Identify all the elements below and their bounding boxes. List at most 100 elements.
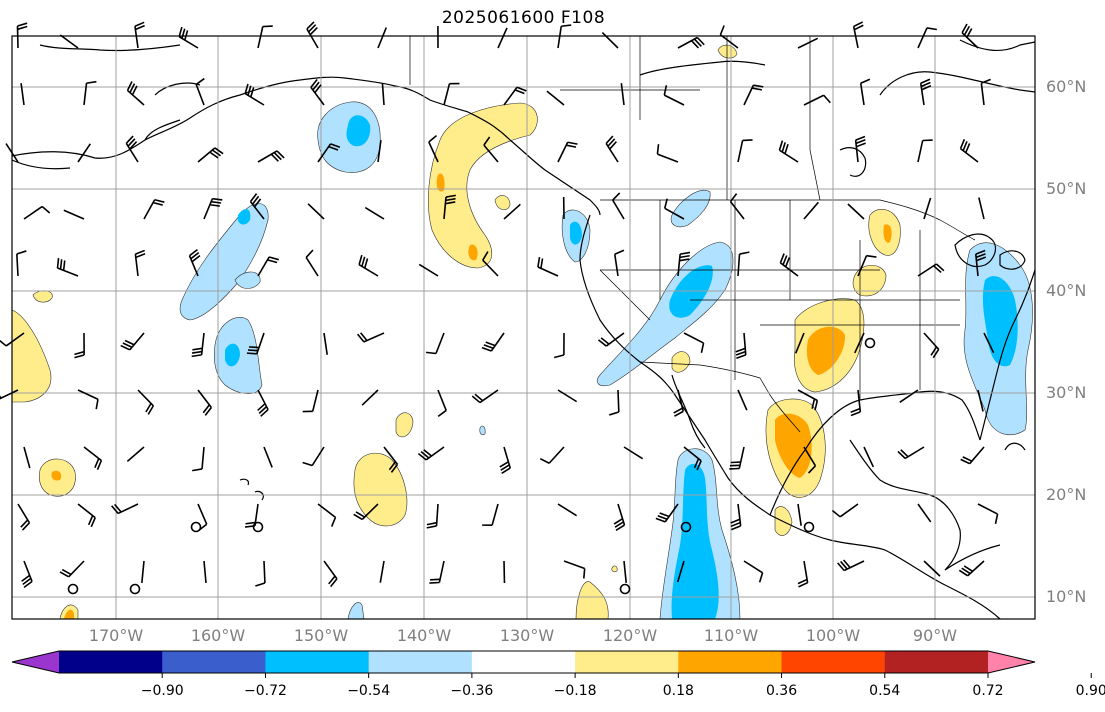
- coastline: [769, 390, 981, 516]
- wind-barb: [244, 83, 265, 106]
- calm-wind-circle: [67, 583, 79, 595]
- coastline: [239, 478, 250, 486]
- wind-barb: [735, 332, 747, 360]
- wind-barb: [302, 389, 319, 413]
- calm-wind-circle: [252, 521, 264, 533]
- field-blue-core: [346, 115, 371, 147]
- wind-barb: [178, 26, 199, 49]
- coastline-layer: [11, 39, 1036, 620]
- calm-wind-circle: [129, 583, 141, 595]
- wind-barb: [803, 446, 817, 474]
- colorbar-segment: [781, 651, 886, 673]
- field-blue-core: [669, 265, 713, 318]
- wind-barb: [203, 560, 207, 583]
- wind-barb: [797, 389, 819, 411]
- colorbar-tick-label: 0.18: [662, 683, 694, 699]
- wind-barb: [977, 389, 984, 412]
- wind-barb: [191, 332, 205, 358]
- wind-barb: [605, 135, 619, 163]
- wind-barb: [63, 209, 85, 220]
- wind-barb: [77, 143, 91, 163]
- wind-barb: [310, 79, 325, 106]
- longitude-label: 120°W: [602, 626, 658, 645]
- wind-barb: [794, 332, 805, 354]
- wind-barb: [246, 332, 265, 355]
- wind-barb: [56, 258, 79, 277]
- longitude-label: 160°W: [190, 626, 246, 645]
- wind-barb: [383, 446, 399, 473]
- wind-barb: [677, 251, 691, 277]
- wind-barb: [381, 82, 385, 106]
- wind-barb: [482, 503, 499, 527]
- wind-barb: [23, 446, 31, 469]
- country-border: [639, 361, 801, 433]
- lake-outline: [999, 250, 1026, 270]
- wind-barb: [137, 389, 155, 415]
- wind-barb: [425, 332, 445, 355]
- wind-barb: [663, 85, 685, 106]
- coastline: [254, 490, 264, 501]
- wind-barb: [546, 90, 565, 106]
- wind-barb: [471, 389, 499, 404]
- field-blue-region: [234, 271, 261, 289]
- wind-barb: [854, 332, 865, 354]
- longitude-label: 110°W: [703, 626, 759, 645]
- wind-barb: [59, 34, 79, 49]
- wind-barb: [83, 80, 97, 106]
- lake-outline: [954, 233, 997, 267]
- longitude-label: 90°W: [912, 626, 958, 645]
- colorbar-segment: [471, 651, 576, 673]
- wind-barb: [676, 560, 685, 583]
- wind-barb: [557, 503, 578, 517]
- wind-barb: [797, 37, 819, 49]
- wind-barb: [859, 78, 871, 106]
- coastline: [579, 214, 886, 551]
- wind-barb: [197, 389, 212, 416]
- map-title: 2025061600 F108: [441, 8, 606, 28]
- wind-barb: [428, 135, 439, 163]
- wind-barb: [111, 503, 139, 515]
- wind-barb: [620, 83, 625, 106]
- wind-barb: [192, 446, 205, 472]
- wind-barb: [358, 254, 379, 277]
- wind-barb: [305, 249, 319, 277]
- colorbar-tick-label: 0.72: [972, 683, 1004, 699]
- wind-barb: [673, 389, 684, 417]
- field-orange-core: [436, 173, 445, 192]
- wind-barb: [797, 560, 809, 588]
- wind-barb: [125, 135, 139, 163]
- wind-barb: [863, 446, 875, 468]
- state-border: [809, 36, 821, 201]
- wind-barb: [613, 503, 626, 532]
- coastline: [959, 39, 1036, 51]
- coastline: [639, 60, 766, 76]
- field-yellow-region: [717, 44, 738, 59]
- wind-barb: [126, 81, 145, 106]
- longitude-label: 130°W: [499, 626, 555, 645]
- wind-barb: [443, 194, 456, 220]
- wind-barb: [417, 446, 445, 461]
- colorbar-segment: [265, 651, 370, 673]
- wind-barb: [919, 78, 932, 106]
- wind-barb: [923, 332, 940, 359]
- wind-barb: [120, 332, 145, 351]
- coastline: [671, 374, 706, 449]
- wind-barb: [980, 78, 991, 106]
- wind-barb: [483, 136, 499, 163]
- field-orange-core: [806, 326, 846, 375]
- wind-barb: [306, 21, 319, 49]
- field-orange-core: [468, 244, 478, 261]
- wind-barb: [77, 503, 96, 528]
- field-yellow-region: [575, 581, 609, 620]
- colorbar-tick-label: −0.36: [450, 683, 494, 699]
- wind-barb: [482, 251, 499, 277]
- colorbar-tick-label: 0.36: [765, 683, 798, 699]
- colorbar-extend-max: [988, 651, 1035, 673]
- wind-barb: [16, 22, 28, 49]
- calm-wind-circle: [680, 521, 692, 533]
- wind-barb: [852, 21, 864, 49]
- wind-barb: [899, 389, 919, 403]
- wind-barb: [663, 198, 685, 220]
- wind-barb: [958, 560, 985, 577]
